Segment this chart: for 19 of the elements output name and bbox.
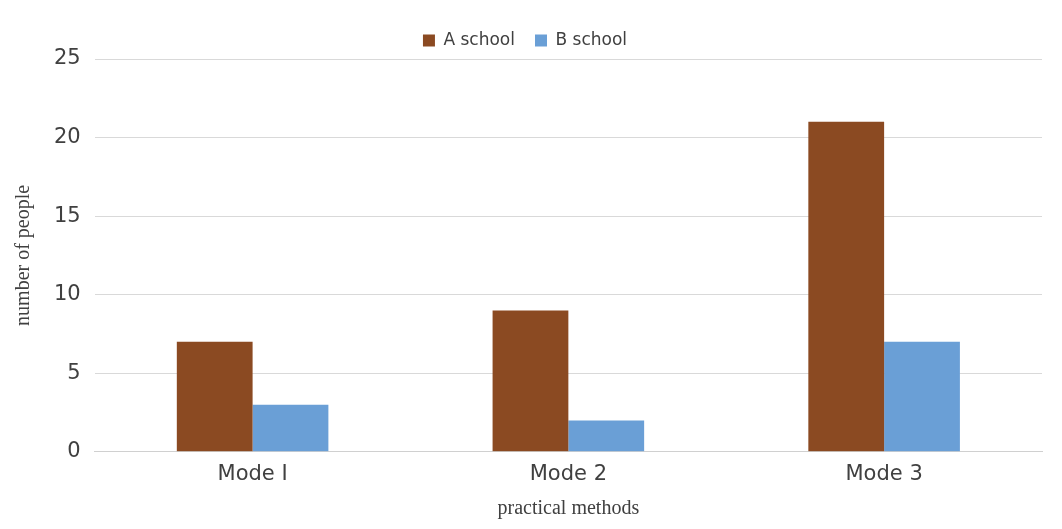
bar <box>884 341 960 452</box>
y-tick-label: 0 <box>67 438 81 463</box>
y-tick-label: 20 <box>53 124 81 149</box>
x-tick-label: Mode I <box>217 460 288 485</box>
bar <box>252 404 329 452</box>
y-tick-label: 10 <box>53 281 81 306</box>
legend-label: A school <box>443 28 515 49</box>
x-axis-title: practical methods <box>497 496 640 520</box>
x-tick-label: Mode 3 <box>845 460 923 485</box>
y-axis-title: number of people <box>11 184 35 326</box>
bar <box>176 341 253 452</box>
y-tick-label: 25 <box>53 45 81 70</box>
legend-label: B school <box>555 28 628 49</box>
x-tick-label: Mode 2 <box>529 460 607 485</box>
bar <box>568 420 645 452</box>
y-tick-label: 15 <box>53 202 81 227</box>
bar <box>492 310 569 452</box>
bar <box>808 121 885 452</box>
y-tick-label: 5 <box>67 359 81 384</box>
